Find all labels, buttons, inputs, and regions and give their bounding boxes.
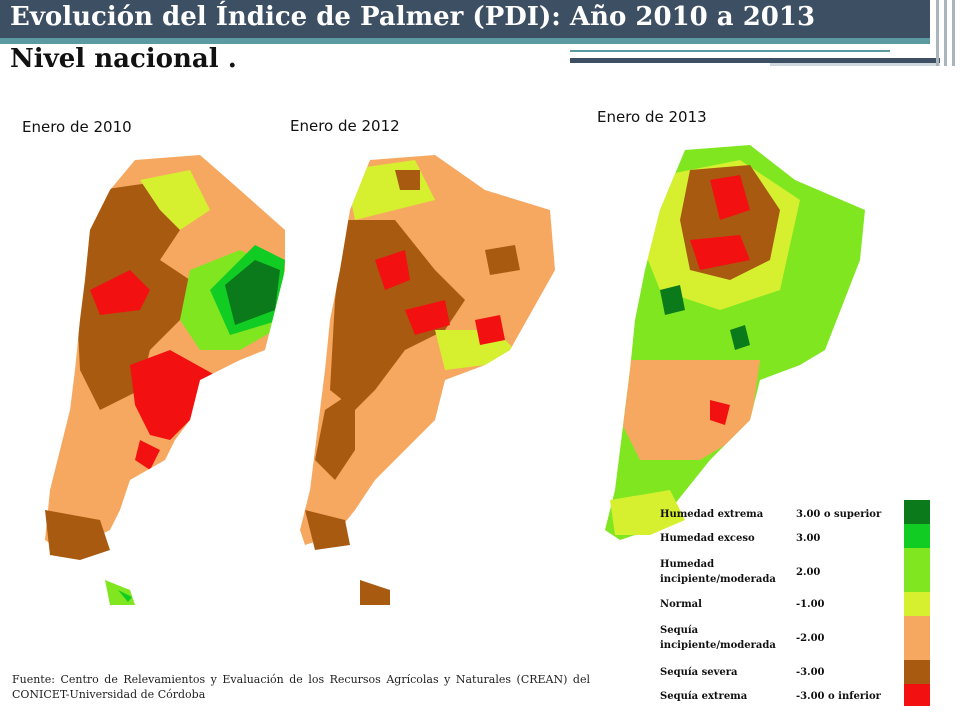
legend-label: Humedad extrema [660, 508, 764, 520]
page-title: Evolución del Índice de Palmer (PDI): Añ… [10, 2, 816, 32]
legend-label: Humedad exceso [660, 532, 755, 544]
legend-value: -3.00 [796, 666, 825, 678]
legend-item-humedad-incipiente: Humedad incipiente/moderada 2.00 [660, 554, 930, 590]
map-2013 [605, 145, 865, 540]
legend-label: Sequía incipiente/moderada [660, 625, 776, 651]
legend-label: Sequía extrema [660, 690, 748, 702]
decorative-bar [944, 0, 947, 66]
legend-swatch [904, 548, 930, 592]
source-note: Fuente: Centro de Relevamientos y Evalua… [12, 673, 590, 701]
page-subtitle: Nivel nacional . [10, 44, 237, 74]
decorative-bar [952, 0, 955, 66]
legend-value: 3.00 [796, 532, 821, 544]
legend-swatch [904, 684, 930, 706]
legend-value: -2.00 [796, 632, 825, 644]
decorative-bar [936, 0, 939, 66]
legend-label: Humedad incipiente/moderada [660, 559, 776, 585]
decorative-line [770, 63, 940, 66]
map-label-2013: Enero de 2013 [597, 108, 707, 126]
legend-item-humedad-extrema: Humedad extrema 3.00 o superior [660, 504, 930, 524]
decorative-line [570, 50, 890, 52]
legend-label: Sequía severa [660, 666, 738, 678]
legend-item-sequia-severa: Sequía severa -3.00 [660, 662, 930, 682]
legend-value: 2.00 [796, 566, 821, 578]
legend-swatch [904, 592, 930, 616]
legend-value: 3.00 o superior [796, 508, 882, 520]
legend-item-sequia-extrema: Sequía extrema -3.00 o inferior [660, 686, 930, 706]
legend-swatch [904, 616, 930, 660]
legend-swatch [904, 524, 930, 548]
legend-value: -3.00 o inferior [796, 690, 881, 702]
map-label-2010: Enero de 2010 [22, 118, 132, 136]
legend-value: -1.00 [796, 598, 825, 610]
legend-item-humedad-exceso: Humedad exceso 3.00 [660, 528, 930, 548]
legend-item-normal: Normal -1.00 [660, 594, 930, 614]
header-stripe [0, 38, 930, 44]
legend-item-sequia-incipiente: Sequía incipiente/moderada -2.00 [660, 620, 930, 656]
map-2012 [300, 155, 555, 605]
legend-swatch [904, 660, 930, 684]
legend-label: Normal [660, 598, 702, 610]
map-label-2012: Enero de 2012 [290, 117, 400, 135]
map-2010 [45, 155, 285, 605]
header-bar [0, 0, 930, 38]
decorative-line [570, 58, 940, 63]
legend-swatch [904, 500, 930, 524]
